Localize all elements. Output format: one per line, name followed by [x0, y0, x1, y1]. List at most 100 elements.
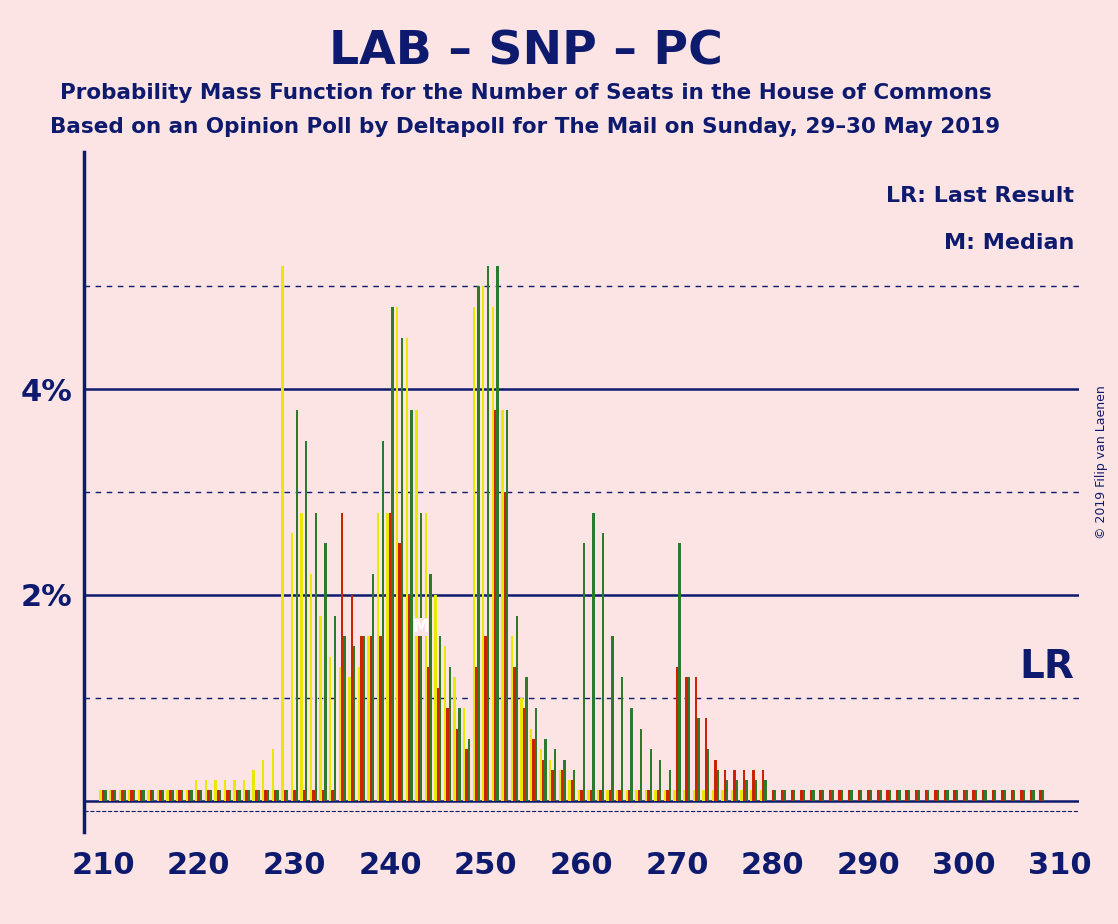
- Bar: [104, 790, 106, 801]
- Bar: [568, 780, 570, 801]
- Bar: [553, 749, 557, 801]
- Bar: [331, 790, 334, 801]
- Bar: [582, 543, 585, 801]
- Bar: [707, 749, 709, 801]
- Bar: [387, 513, 389, 801]
- Bar: [265, 790, 267, 801]
- Bar: [793, 790, 795, 801]
- Bar: [965, 790, 968, 801]
- Bar: [427, 667, 429, 801]
- Bar: [312, 790, 314, 801]
- Bar: [496, 266, 499, 801]
- Bar: [513, 667, 515, 801]
- Bar: [975, 790, 977, 801]
- Bar: [1013, 790, 1015, 801]
- Bar: [1023, 790, 1025, 801]
- Bar: [389, 513, 391, 801]
- Bar: [341, 513, 343, 801]
- Bar: [351, 595, 353, 801]
- Bar: [425, 513, 427, 801]
- Bar: [152, 790, 154, 801]
- Bar: [150, 790, 152, 801]
- Bar: [486, 266, 490, 801]
- Bar: [771, 790, 774, 801]
- Bar: [714, 760, 717, 801]
- Bar: [542, 760, 544, 801]
- Bar: [597, 790, 599, 801]
- Bar: [683, 790, 685, 801]
- Bar: [248, 790, 250, 801]
- Bar: [343, 636, 345, 801]
- Bar: [664, 790, 666, 801]
- Bar: [733, 770, 736, 801]
- Bar: [746, 780, 748, 801]
- Bar: [506, 409, 509, 801]
- Bar: [601, 533, 604, 801]
- Bar: [812, 790, 815, 801]
- Bar: [195, 780, 198, 801]
- Bar: [534, 708, 537, 801]
- Bar: [114, 790, 116, 801]
- Bar: [918, 790, 920, 801]
- Bar: [726, 780, 729, 801]
- Text: LAB – SNP – PC: LAB – SNP – PC: [329, 30, 722, 75]
- Bar: [119, 790, 121, 801]
- Bar: [774, 790, 776, 801]
- Bar: [580, 790, 582, 801]
- Bar: [138, 790, 140, 801]
- Bar: [140, 790, 142, 801]
- Bar: [198, 790, 200, 801]
- Bar: [494, 409, 496, 801]
- Bar: [262, 760, 265, 801]
- Bar: [142, 790, 145, 801]
- Bar: [616, 790, 618, 801]
- Bar: [446, 708, 448, 801]
- Bar: [205, 780, 207, 801]
- Bar: [877, 790, 879, 801]
- Text: Based on an Opinion Poll by Deltapoll for The Mail on Sunday, 29–30 May 2019: Based on an Opinion Poll by Deltapoll fo…: [50, 117, 1001, 138]
- Bar: [704, 719, 707, 801]
- Bar: [133, 790, 135, 801]
- Bar: [286, 790, 288, 801]
- Bar: [752, 770, 755, 801]
- Bar: [784, 790, 786, 801]
- Bar: [171, 790, 173, 801]
- Bar: [102, 790, 104, 801]
- Bar: [410, 409, 413, 801]
- Bar: [348, 677, 351, 801]
- Bar: [482, 286, 484, 801]
- Bar: [841, 790, 843, 801]
- Bar: [169, 790, 171, 801]
- Bar: [396, 307, 398, 801]
- Bar: [1004, 790, 1006, 801]
- Bar: [688, 677, 690, 801]
- Bar: [123, 790, 125, 801]
- Bar: [563, 760, 566, 801]
- Bar: [465, 749, 467, 801]
- Bar: [935, 790, 937, 801]
- Bar: [1032, 790, 1034, 801]
- Bar: [420, 513, 423, 801]
- Bar: [358, 667, 360, 801]
- Bar: [408, 595, 410, 801]
- Bar: [207, 790, 209, 801]
- Bar: [612, 636, 614, 801]
- Bar: [523, 708, 525, 801]
- Bar: [896, 790, 898, 801]
- Bar: [544, 739, 547, 801]
- Bar: [635, 790, 637, 801]
- Bar: [238, 790, 240, 801]
- Bar: [984, 790, 987, 801]
- Bar: [456, 729, 458, 801]
- Bar: [982, 790, 984, 801]
- Bar: [660, 760, 662, 801]
- Bar: [200, 790, 202, 801]
- Bar: [253, 770, 255, 801]
- Bar: [272, 749, 274, 801]
- Bar: [179, 790, 181, 801]
- Bar: [293, 790, 295, 801]
- Bar: [284, 790, 286, 801]
- Bar: [628, 790, 631, 801]
- Bar: [305, 441, 307, 801]
- Bar: [898, 790, 901, 801]
